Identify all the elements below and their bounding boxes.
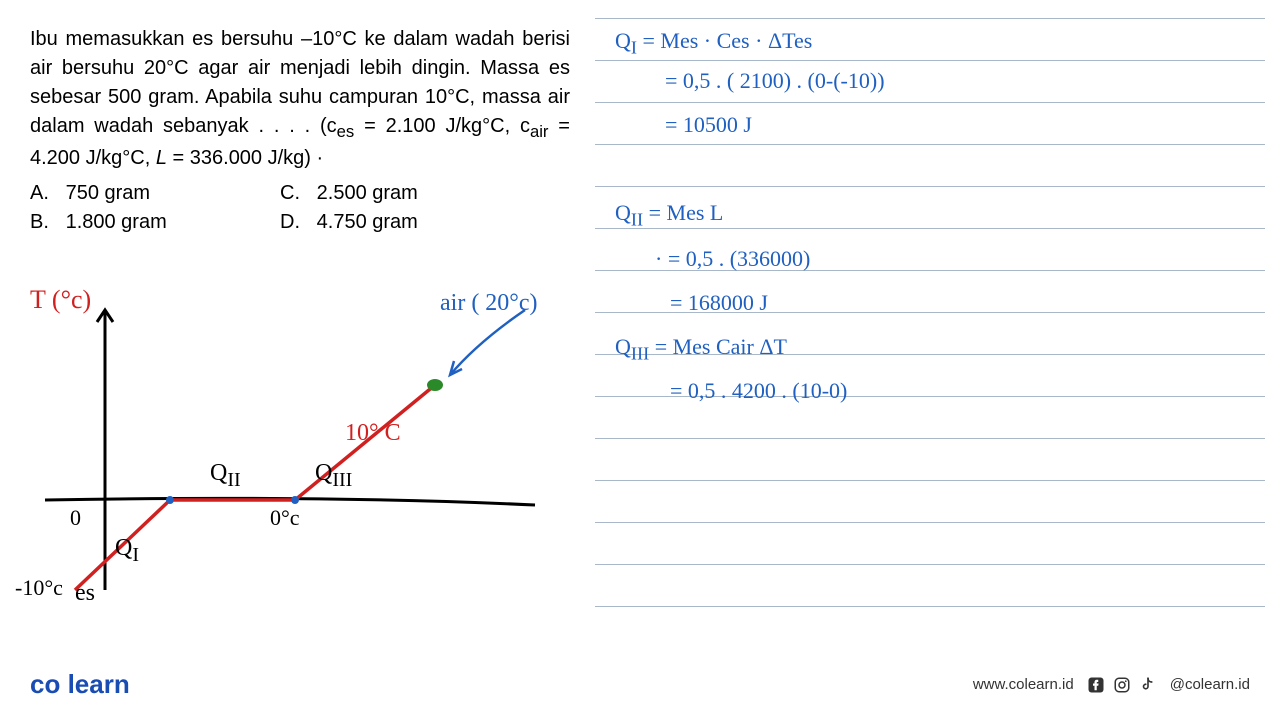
option-a: A. 750 gram xyxy=(30,179,280,208)
question-text: Ibu memasukkan es bersuhu –10°C ke dalam… xyxy=(30,25,570,173)
y-axis-label: T (°c) xyxy=(30,285,91,315)
graph-sketch: T (°c) air ( 20°c) 10° C 0°c 0 -10°c es … xyxy=(15,290,575,620)
temp-10c: 10° C xyxy=(345,420,401,447)
neg10-label: -10°c xyxy=(15,575,63,601)
question-panel: Ibu memasukkan es bersuhu –10°C ke dalam… xyxy=(30,25,570,237)
q3-label: QIII xyxy=(315,460,352,492)
instagram-icon xyxy=(1112,675,1132,695)
es-label: es xyxy=(75,580,95,607)
footer-url: www.colearn.id xyxy=(973,676,1074,693)
footer-right: www.colearn.id @colearn.id xyxy=(973,675,1250,695)
footer: co learn www.colearn.id @colearn.id xyxy=(30,669,1250,700)
zero-label: 0 xyxy=(70,505,81,531)
air-label: air ( 20°c) xyxy=(440,290,538,317)
footer-handle: @colearn.id xyxy=(1170,676,1250,693)
option-c: C. 2.500 gram xyxy=(280,179,418,208)
sketch-svg xyxy=(15,290,575,620)
q2-label: QII xyxy=(210,460,241,492)
tiktok-icon xyxy=(1138,675,1158,695)
colearn-logo: co learn xyxy=(30,669,130,700)
temp-0c: 0°c xyxy=(270,505,300,531)
facebook-icon xyxy=(1086,675,1106,695)
option-d: D. 4.750 gram xyxy=(280,208,418,237)
work-panel: QI = Mes · Ces · ΔTes= 0,5 . ( 2100) . (… xyxy=(595,0,1265,720)
social-icons xyxy=(1086,675,1158,695)
option-b: B. 1.800 gram xyxy=(30,208,280,237)
q1-label: QI xyxy=(115,535,139,567)
answer-options: A. 750 gram C. 2.500 gram B. 1.800 gram … xyxy=(30,179,570,237)
